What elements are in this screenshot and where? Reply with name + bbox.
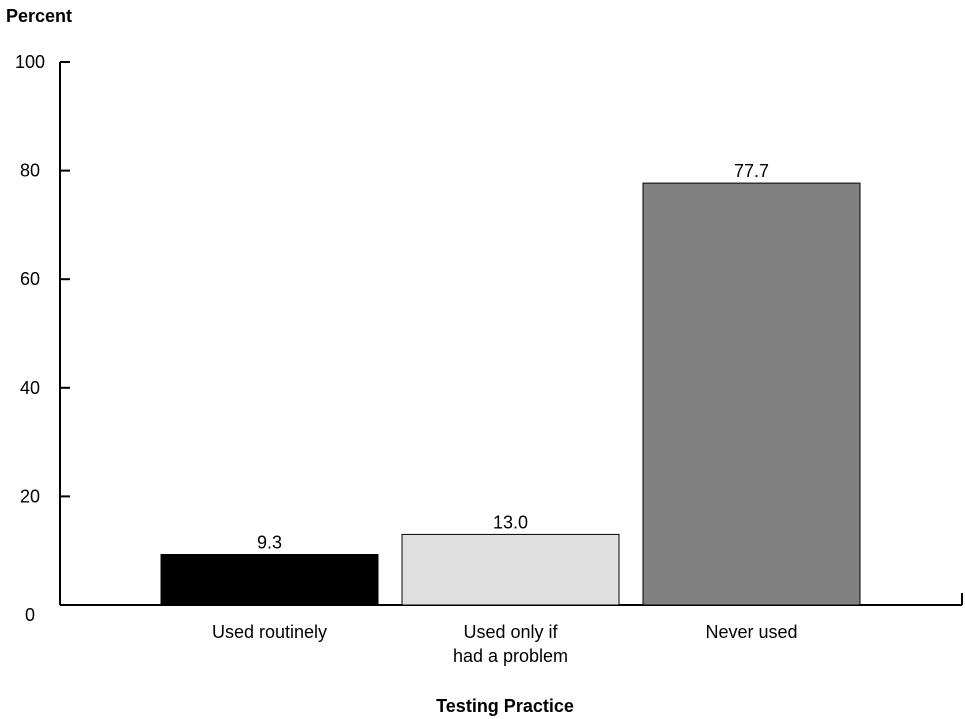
y-tick-label-80: 80 bbox=[20, 161, 40, 181]
y-axis-ticks: 0 20 40 60 80 100 bbox=[15, 52, 70, 625]
category-label-1: Used only if had a problem bbox=[453, 622, 568, 666]
y-tick-label-60: 60 bbox=[20, 269, 40, 289]
category-label-0: Used routinely bbox=[212, 622, 327, 642]
bar-1 bbox=[401, 533, 620, 606]
bar-value-label-0: 9.3 bbox=[257, 533, 282, 553]
bar-2 bbox=[642, 182, 861, 606]
y-tick-label-0: 0 bbox=[25, 605, 35, 625]
x-axis-title: Testing Practice bbox=[436, 696, 574, 716]
bar-value-label-1: 13.0 bbox=[493, 512, 528, 532]
y-tick-label-100: 100 bbox=[15, 52, 45, 72]
x-axis-category-labels: Used routinely Used only if had a problem N… bbox=[212, 622, 798, 666]
y-tick-label-20: 20 bbox=[20, 486, 40, 506]
bars: 9.3 13.0 77.7 bbox=[160, 161, 861, 606]
category-label-2: Never used bbox=[705, 622, 797, 642]
bar-0 bbox=[160, 554, 379, 606]
y-axis-title: Percent bbox=[6, 6, 72, 26]
y-tick-label-40: 40 bbox=[20, 378, 40, 398]
bar-value-label-2: 77.7 bbox=[734, 161, 769, 181]
